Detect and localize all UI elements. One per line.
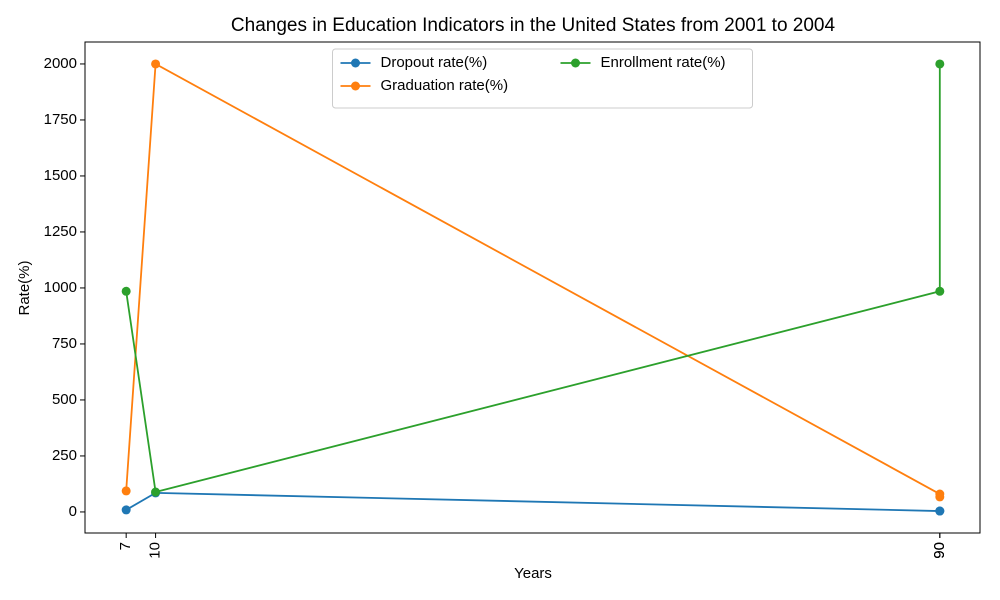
legend-label: Dropout rate(%): [381, 54, 488, 71]
data-point: [151, 59, 161, 69]
y-tick-label: 1000: [44, 279, 77, 296]
data-point: [151, 487, 161, 497]
data-point: [121, 286, 131, 296]
y-tick-label: 1750: [44, 111, 77, 128]
chart-title: Changes in Education Indicators in the U…: [231, 15, 836, 36]
legend-marker: [351, 58, 360, 68]
data-point: [935, 492, 945, 502]
y-tick-label: 0: [69, 503, 77, 520]
series-line: [125, 62, 941, 497]
x-tick-label: 90: [931, 542, 948, 559]
data-point: [935, 286, 945, 296]
legend-label: Enrollment rate(%): [601, 54, 726, 71]
y-tick-label: 1500: [44, 167, 77, 184]
y-axis-label: Rate(%): [16, 260, 33, 315]
x-tick-label: 90: [931, 542, 948, 559]
legend-box: [332, 48, 753, 109]
x-tick-label: 10: [147, 542, 164, 559]
x-tick-label: 7: [117, 542, 134, 550]
data-point: [121, 505, 131, 515]
y-tick-label: 750: [52, 335, 77, 352]
x-axis-label: Years: [514, 565, 552, 582]
series-line: [125, 63, 941, 494]
plot-area: [84, 41, 981, 534]
legend-marker: [351, 81, 360, 91]
data-point: [121, 486, 131, 496]
y-tick-label: 1250: [44, 223, 77, 240]
legend-marker: [571, 58, 580, 68]
data-point: [935, 59, 945, 69]
legend-label: Graduation rate(%): [381, 77, 509, 94]
y-tick-label: 500: [52, 391, 77, 408]
y-tick-label: 250: [52, 447, 77, 464]
data-point: [935, 506, 945, 516]
y-tick-label: 2000: [44, 55, 77, 72]
series-line: [125, 491, 940, 512]
